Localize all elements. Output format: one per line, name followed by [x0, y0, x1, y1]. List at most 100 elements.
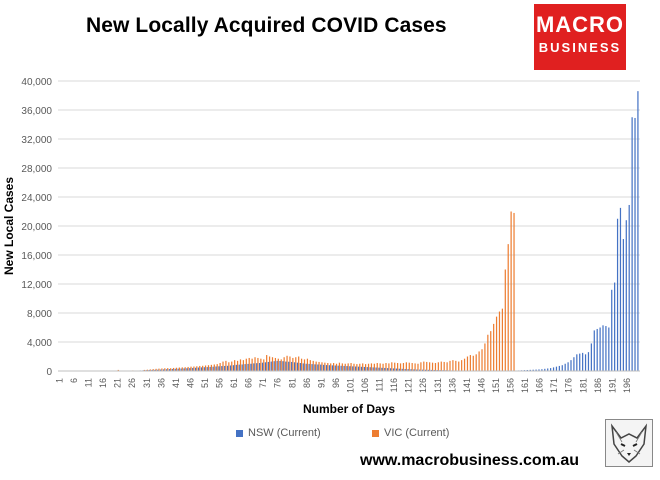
- x-tick-label: 111: [375, 378, 385, 392]
- x-tick-label: 16: [98, 378, 108, 388]
- bar: [225, 360, 227, 371]
- bar: [369, 367, 371, 371]
- bar: [282, 361, 284, 371]
- y-tick-label: 12,000: [21, 280, 52, 291]
- bar: [330, 363, 332, 371]
- x-tick-label: 26: [127, 378, 137, 388]
- bar: [370, 363, 373, 371]
- bar: [372, 367, 374, 372]
- bar: [341, 363, 343, 371]
- bar: [234, 360, 236, 372]
- bar: [590, 343, 592, 371]
- bar: [547, 368, 549, 371]
- x-tick-label: 41: [171, 378, 181, 388]
- bar: [637, 91, 639, 372]
- legend-label-vic: VIC (Current): [384, 427, 450, 439]
- bar: [323, 364, 325, 371]
- bar: [373, 363, 375, 371]
- x-tick-label: 191: [607, 378, 617, 393]
- y-tick-label: 20,000: [21, 222, 52, 233]
- bar: [593, 330, 595, 371]
- bar: [458, 361, 460, 371]
- bar: [285, 361, 287, 371]
- bar: [334, 365, 336, 371]
- bar: [286, 355, 288, 371]
- bar: [235, 364, 237, 371]
- bar: [495, 316, 498, 372]
- bar: [555, 366, 558, 371]
- bar: [171, 368, 173, 371]
- bar: [241, 364, 243, 371]
- bar: [440, 361, 442, 371]
- gridlines: [58, 80, 640, 343]
- y-tick-label: 28,000: [21, 164, 52, 175]
- x-tick-label: 81: [287, 378, 297, 388]
- bar: [365, 364, 367, 371]
- bar: [335, 363, 338, 371]
- bar: [579, 353, 581, 371]
- y-tick-label: 24,000: [21, 193, 52, 204]
- x-tick-label: 91: [316, 378, 326, 388]
- bar: [344, 363, 346, 371]
- bar: [300, 358, 303, 371]
- bar: [196, 366, 198, 371]
- bar: [391, 362, 393, 371]
- bar: [238, 364, 240, 371]
- bar: [227, 365, 229, 371]
- bar: [449, 360, 451, 371]
- bar: [212, 366, 214, 371]
- bar: [209, 366, 211, 371]
- x-tick-label: 116: [389, 378, 399, 392]
- bar: [379, 363, 381, 371]
- bar: [587, 352, 590, 371]
- bar: [161, 368, 163, 371]
- bar: [273, 361, 275, 371]
- bar: [357, 366, 360, 371]
- bar: [143, 369, 146, 371]
- bar: [455, 360, 457, 371]
- x-tick-label: 151: [491, 378, 501, 393]
- bar: [245, 358, 247, 371]
- bar: [343, 365, 345, 371]
- bar: [242, 360, 244, 372]
- bar: [625, 220, 627, 371]
- bar: [204, 365, 207, 371]
- bar: [328, 365, 331, 371]
- x-tick-label: 6: [69, 378, 79, 383]
- bar: [175, 367, 178, 371]
- x-tick-label: 1: [54, 378, 64, 383]
- x-tick-label: 181: [578, 378, 588, 393]
- x-tick-label: 86: [302, 378, 312, 388]
- y-tick-label: 16,000: [21, 251, 52, 262]
- bar: [299, 363, 301, 371]
- bar: [333, 363, 335, 371]
- bar: [296, 362, 299, 371]
- bar: [452, 360, 454, 372]
- bar: [417, 363, 419, 371]
- bar: [475, 354, 477, 371]
- bar: [481, 349, 483, 371]
- bar: [271, 357, 274, 371]
- bar: [399, 363, 402, 371]
- series-vic: [117, 211, 515, 372]
- x-tick-label: 141: [462, 378, 472, 393]
- bar: [149, 369, 151, 371]
- bar: [184, 367, 186, 371]
- bar: [254, 357, 256, 371]
- bar: [274, 357, 277, 371]
- bar: [318, 361, 320, 371]
- bar-chart: 0 4,000 8,000 12,000 16,000 20,000 24,000 28,00…: [2, 77, 640, 416]
- bar: [487, 334, 489, 371]
- bar: [327, 363, 329, 371]
- bar: [423, 361, 425, 371]
- bar: [381, 367, 383, 371]
- bar: [167, 368, 169, 371]
- bar: [151, 369, 153, 371]
- bar: [622, 239, 624, 371]
- bar: [411, 363, 413, 371]
- x-tick-label: 161: [520, 378, 530, 393]
- bar: [359, 363, 361, 371]
- bar: [283, 357, 285, 371]
- bar: [291, 361, 293, 371]
- legend-label-nsw: NSW (Current): [248, 427, 321, 439]
